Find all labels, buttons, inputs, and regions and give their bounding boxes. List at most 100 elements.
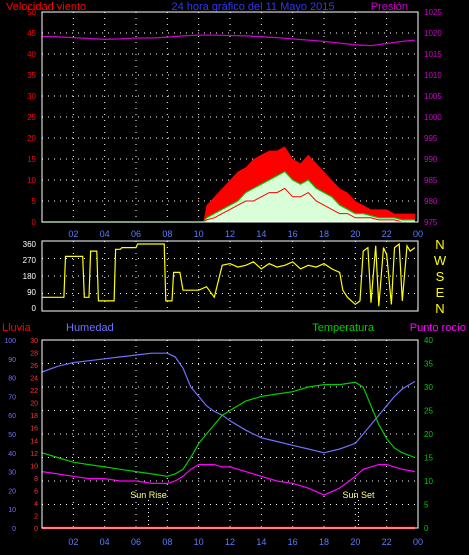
y-tick-label: 20	[424, 430, 433, 439]
y-tick-label: 16	[30, 426, 38, 433]
x-tick-label: 16	[288, 229, 298, 239]
x-tick-label: 02	[68, 537, 78, 547]
y-tick-label: 24	[30, 376, 38, 383]
wind-speed-label: Velocidad viento	[6, 1, 86, 13]
y-tick-label: 50	[8, 432, 16, 439]
x-tick-label: 12	[225, 229, 235, 239]
pressure-axis: 975 980 985 990 995 1000 1005 1010 1015 1020 1025	[424, 8, 442, 227]
x-tick-label: 08	[162, 537, 172, 547]
y-tick-label: 25	[27, 113, 36, 122]
y-tick-label: 30	[8, 470, 16, 477]
humidity-line	[41, 352, 416, 454]
y-tick-label: 70	[8, 394, 16, 401]
y-tick-label: 1005	[424, 92, 442, 101]
y-tick-label: 0	[32, 304, 37, 313]
y-tick-label: 360	[23, 240, 37, 249]
wind-average-line	[42, 170, 415, 223]
y-tick-label: 270	[23, 256, 37, 265]
y-tick-label: 12	[30, 451, 38, 458]
y-tick-label: 1010	[424, 71, 442, 80]
plot-frame	[41, 11, 419, 223]
y-tick-label: 80	[8, 376, 16, 383]
y-tick-label: 25	[424, 407, 433, 416]
x-tick-label: 04	[100, 229, 110, 239]
y-tick-label: 35	[27, 71, 36, 80]
y-tick-label: 22	[30, 388, 38, 395]
dewpoint-label: Punto rocío	[410, 322, 466, 334]
y-tick-label: 5	[32, 197, 37, 206]
temperature-line	[41, 381, 416, 477]
y-tick-label: 0	[32, 218, 37, 227]
x-tick-label: 20	[350, 229, 360, 239]
x-tick-label: 20	[350, 537, 360, 547]
y-tick-label: 975	[424, 218, 438, 227]
compass-letter: E	[436, 285, 445, 300]
y-tick-label: 5	[424, 501, 429, 510]
y-tick-label: 100	[4, 338, 16, 345]
wind-area	[42, 171, 415, 222]
x-tick-label: 06	[131, 229, 141, 239]
wind-direction-line	[42, 242, 416, 307]
y-tick-label: 26	[30, 363, 38, 370]
chart-title: 24 hora gráfico del 11 Mayo 2015	[171, 1, 334, 13]
x-tick-label: 04	[100, 537, 110, 547]
series-layer	[41, 34, 415, 223]
time-axis: 02 04 06 08 10 12 14 16 18 20 22 00	[68, 537, 423, 547]
y-tick-label: 8	[34, 476, 38, 483]
x-tick-label: 00	[413, 537, 423, 547]
humidity-label: Humedad	[66, 322, 114, 334]
y-tick-label: 985	[424, 176, 438, 185]
y-tick-label: 60	[8, 413, 16, 420]
direction-axis: 0 90 180 270 360	[23, 240, 37, 313]
x-tick-label: 06	[131, 537, 141, 547]
compass-letter: N	[435, 237, 444, 252]
humidity-axis: 0 10 20 30 40 50 60 70 80 90 100	[4, 338, 16, 533]
y-tick-label: 10	[424, 477, 433, 486]
y-tick-label: 30	[27, 92, 36, 101]
y-tick-label: 35	[424, 360, 433, 369]
y-tick-label: 90	[8, 357, 16, 364]
y-tick-label: 30	[30, 338, 38, 345]
temperature-humidity-panel: Sun Rise Sun Set 02468101214161820222426…	[4, 336, 433, 547]
y-tick-label: 1025	[424, 8, 442, 17]
compass-letter: N	[435, 301, 444, 316]
y-tick-label: 20	[8, 488, 16, 495]
y-tick-label: 18	[30, 413, 38, 420]
y-tick-label: 45	[27, 29, 36, 38]
y-tick-label: 995	[424, 134, 438, 143]
y-tick-label: 4	[34, 501, 38, 508]
x-tick-label: 00	[413, 229, 423, 239]
y-tick-label: 0	[424, 524, 429, 533]
plot-frame	[41, 339, 419, 529]
compass-letter: W	[434, 253, 447, 268]
y-tick-label: 0	[12, 526, 16, 533]
pressure-label: Presión	[371, 1, 408, 13]
y-tick-label: 180	[23, 272, 37, 281]
y-tick-label: 0	[34, 526, 38, 533]
y-tick-label: 20	[30, 401, 38, 408]
y-tick-label: 20	[27, 134, 36, 143]
x-tick-label: 12	[225, 537, 235, 547]
y-tick-label: 6	[34, 488, 38, 495]
plot-frame	[41, 240, 419, 312]
x-tick-label: 08	[162, 229, 172, 239]
y-tick-label: 40	[27, 50, 36, 59]
y-tick-label: 990	[424, 155, 438, 164]
series-layer	[42, 242, 416, 307]
compass-letter: S	[436, 269, 445, 284]
x-tick-label: 22	[382, 537, 392, 547]
x-tick-label: 18	[319, 229, 329, 239]
rain-label: Lluvia	[2, 322, 32, 334]
y-tick-label: 2	[34, 513, 38, 520]
y-tick-label: 40	[424, 336, 433, 345]
y-tick-label: 10	[27, 176, 36, 185]
dewpoint-line	[41, 464, 416, 496]
pressure-line	[41, 34, 415, 47]
wind-speed-line	[42, 187, 415, 223]
temperature-label: Temperatura	[312, 322, 375, 334]
